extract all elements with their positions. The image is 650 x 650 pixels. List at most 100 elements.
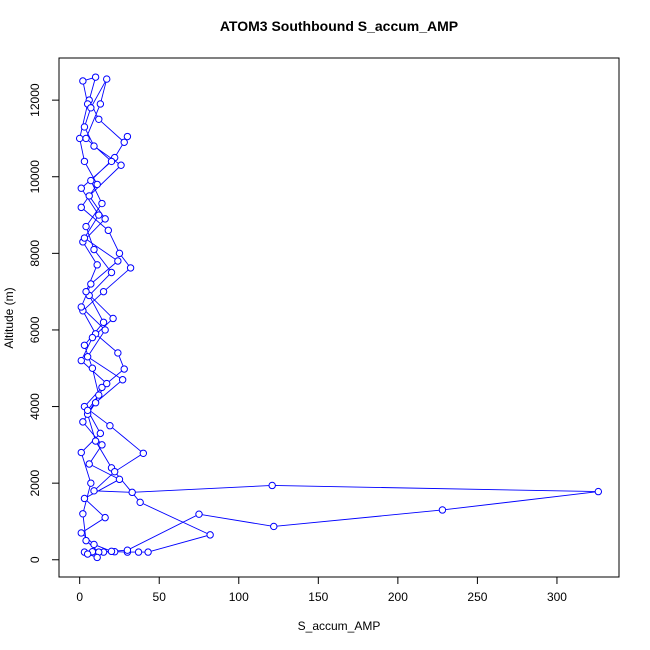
data-point <box>136 498 144 507</box>
data-point <box>83 550 92 558</box>
x-tick-label: 200 <box>388 590 408 604</box>
data-point <box>79 510 87 518</box>
data-point <box>87 479 95 487</box>
data-point <box>90 487 98 495</box>
data-point <box>123 132 132 141</box>
data-point <box>103 75 111 83</box>
data-point <box>82 134 90 143</box>
data-point <box>114 349 122 357</box>
data-point <box>101 215 109 223</box>
data-point <box>120 138 128 146</box>
data-point <box>77 356 85 365</box>
y-axis-label: Altitude (m) <box>2 287 16 348</box>
data-point <box>93 261 101 269</box>
data-point <box>134 548 143 556</box>
data-point <box>101 326 109 334</box>
data-point <box>98 441 106 449</box>
data-point <box>120 365 128 373</box>
y-tick-label: 4000 <box>28 393 42 420</box>
data-point <box>80 123 89 131</box>
x-tick-label: 50 <box>153 590 167 604</box>
x-tick-label: 100 <box>229 590 249 604</box>
data-point <box>99 318 108 326</box>
data-point <box>96 100 105 108</box>
x-tick-label: 300 <box>547 590 567 604</box>
data-point <box>82 536 90 545</box>
data-point <box>115 475 124 484</box>
data-point <box>88 333 97 342</box>
x-tick-label: 150 <box>308 590 328 604</box>
data-point <box>91 399 100 407</box>
data-point <box>75 134 84 143</box>
data-point <box>77 529 85 537</box>
data-point <box>195 510 203 518</box>
data-point <box>139 449 148 457</box>
x-tick-label: 250 <box>467 590 487 604</box>
data-point <box>85 192 93 200</box>
y-tick-label: 0 <box>28 556 42 563</box>
data-point <box>95 211 103 219</box>
data-point <box>117 161 125 169</box>
x-axis-label: S_accum_AMP <box>298 619 381 633</box>
data-point <box>98 199 106 208</box>
data-point <box>104 226 113 235</box>
y-tick-label: 2000 <box>28 469 42 496</box>
data-point <box>95 115 103 123</box>
data-point <box>90 540 98 549</box>
data-point <box>126 264 135 272</box>
data-point <box>83 406 92 415</box>
data-point <box>115 249 124 258</box>
data-point <box>123 546 132 554</box>
data-point <box>93 553 101 562</box>
y-tick-label: 12000 <box>28 83 42 117</box>
data-point <box>87 280 95 288</box>
data-point <box>80 341 89 349</box>
data-point <box>107 268 116 277</box>
data-point <box>98 383 106 392</box>
data-point <box>80 234 89 242</box>
data-point <box>88 364 97 372</box>
data-point <box>91 73 100 81</box>
data-point <box>109 314 117 323</box>
data-point <box>118 376 127 384</box>
data-point <box>103 379 111 388</box>
data-point <box>77 203 85 212</box>
data-point <box>87 104 95 112</box>
y-tick-label: 10000 <box>28 160 42 194</box>
data-point <box>206 531 214 539</box>
data-point <box>79 77 87 85</box>
data-point <box>107 547 116 556</box>
data-point <box>87 176 95 185</box>
data-point <box>144 548 152 556</box>
data-point <box>594 487 603 496</box>
data-point <box>82 222 90 231</box>
data-point <box>128 488 136 497</box>
data-point <box>96 429 105 438</box>
data-point <box>438 506 447 514</box>
data-point <box>101 513 109 522</box>
chart-title: ATOM3 Southbound S_accum_AMP <box>220 18 458 34</box>
x-tick-label: 0 <box>76 590 83 604</box>
data-point <box>91 437 100 445</box>
data-point <box>106 422 114 430</box>
data-point <box>90 142 98 150</box>
y-tick-label: 6000 <box>28 316 42 343</box>
data-point <box>77 184 85 192</box>
data-point <box>114 257 122 265</box>
data-point <box>270 522 278 531</box>
data-point <box>99 287 108 296</box>
data-point <box>79 418 87 426</box>
data-point <box>268 481 276 490</box>
data-point <box>82 287 90 296</box>
data-point <box>95 391 103 399</box>
data-point <box>107 157 116 166</box>
data-line <box>79 76 599 558</box>
data-point <box>80 494 89 503</box>
data-point <box>90 245 98 254</box>
y-tick-label: 8000 <box>28 240 42 267</box>
data-point <box>77 303 85 311</box>
data-point <box>110 467 119 476</box>
data-point <box>93 180 101 189</box>
